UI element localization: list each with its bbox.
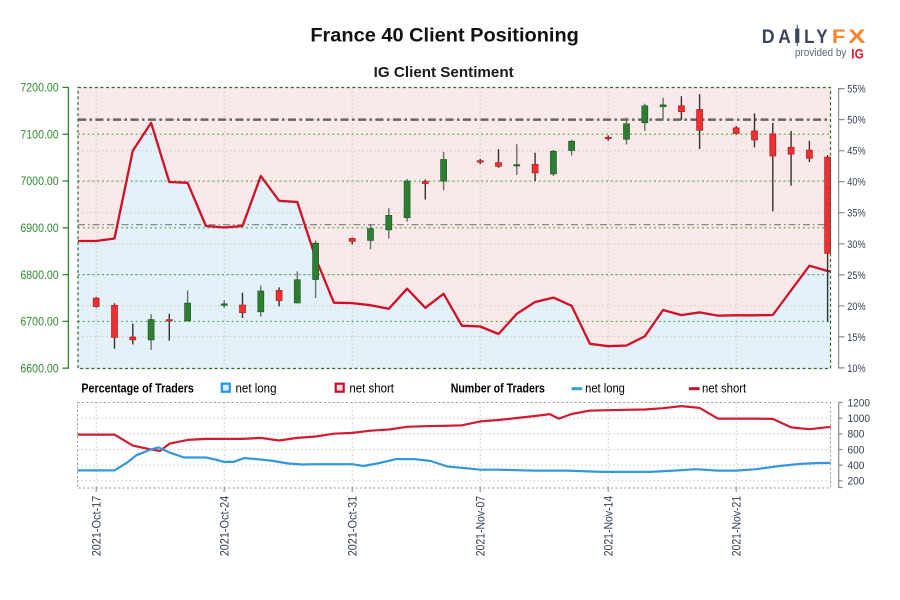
svg-text:45%: 45% bbox=[847, 146, 865, 158]
svg-text:2021-Nov-14: 2021-Nov-14 bbox=[601, 496, 615, 557]
svg-text:Y: Y bbox=[816, 26, 827, 48]
svg-text:400: 400 bbox=[848, 460, 865, 472]
svg-text:F: F bbox=[832, 26, 846, 48]
svg-text:France 40 Client Positioning: France 40 Client Positioning bbox=[310, 26, 579, 47]
svg-text:X: X bbox=[848, 26, 865, 48]
svg-text:7000.00: 7000.00 bbox=[20, 174, 58, 188]
svg-text:net long: net long bbox=[236, 380, 277, 395]
svg-text:6800.00: 6800.00 bbox=[20, 268, 58, 282]
svg-text:net short: net short bbox=[702, 380, 747, 395]
svg-text:6900.00: 6900.00 bbox=[20, 221, 58, 235]
svg-text:2021-Nov-07: 2021-Nov-07 bbox=[473, 496, 487, 557]
svg-text:6600.00: 6600.00 bbox=[20, 361, 58, 375]
svg-text:55%: 55% bbox=[847, 84, 865, 96]
svg-text:20%: 20% bbox=[847, 301, 865, 313]
svg-text:15%: 15% bbox=[847, 332, 865, 344]
svg-text:1200: 1200 bbox=[848, 397, 871, 409]
svg-text:D: D bbox=[762, 26, 775, 48]
svg-text:Percentage of Traders: Percentage of Traders bbox=[81, 380, 193, 395]
svg-text:2021-Oct-17: 2021-Oct-17 bbox=[89, 496, 103, 557]
svg-text:7100.00: 7100.00 bbox=[20, 127, 58, 141]
svg-text:800: 800 bbox=[848, 429, 865, 441]
svg-text:30%: 30% bbox=[847, 239, 865, 251]
svg-text:2021-Nov-21: 2021-Nov-21 bbox=[729, 496, 743, 557]
svg-text:40%: 40% bbox=[847, 177, 865, 189]
svg-text:net long: net long bbox=[585, 380, 625, 395]
svg-text:provided by: provided by bbox=[795, 47, 847, 59]
svg-text:600: 600 bbox=[848, 444, 865, 456]
svg-text:2021-Oct-24: 2021-Oct-24 bbox=[217, 496, 231, 557]
svg-text:1000: 1000 bbox=[848, 413, 871, 425]
svg-text:200: 200 bbox=[848, 476, 865, 488]
svg-text:6700.00: 6700.00 bbox=[20, 315, 58, 329]
svg-text:2021-Oct-31: 2021-Oct-31 bbox=[345, 496, 359, 557]
svg-text:A: A bbox=[778, 26, 791, 48]
svg-text:35%: 35% bbox=[847, 208, 865, 220]
svg-text:Number of Traders: Number of Traders bbox=[451, 380, 545, 395]
svg-text:L: L bbox=[804, 26, 814, 48]
svg-text:net short: net short bbox=[349, 380, 394, 395]
svg-text:10%: 10% bbox=[847, 363, 865, 375]
svg-text:IG: IG bbox=[851, 45, 864, 61]
svg-text:50%: 50% bbox=[847, 115, 865, 127]
svg-text:IG Client Sentiment: IG Client Sentiment bbox=[374, 64, 514, 81]
svg-text:25%: 25% bbox=[847, 270, 865, 282]
svg-text:7200.00: 7200.00 bbox=[20, 81, 58, 95]
